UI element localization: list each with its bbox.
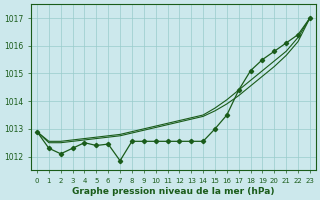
X-axis label: Graphe pression niveau de la mer (hPa): Graphe pression niveau de la mer (hPa) <box>72 187 275 196</box>
